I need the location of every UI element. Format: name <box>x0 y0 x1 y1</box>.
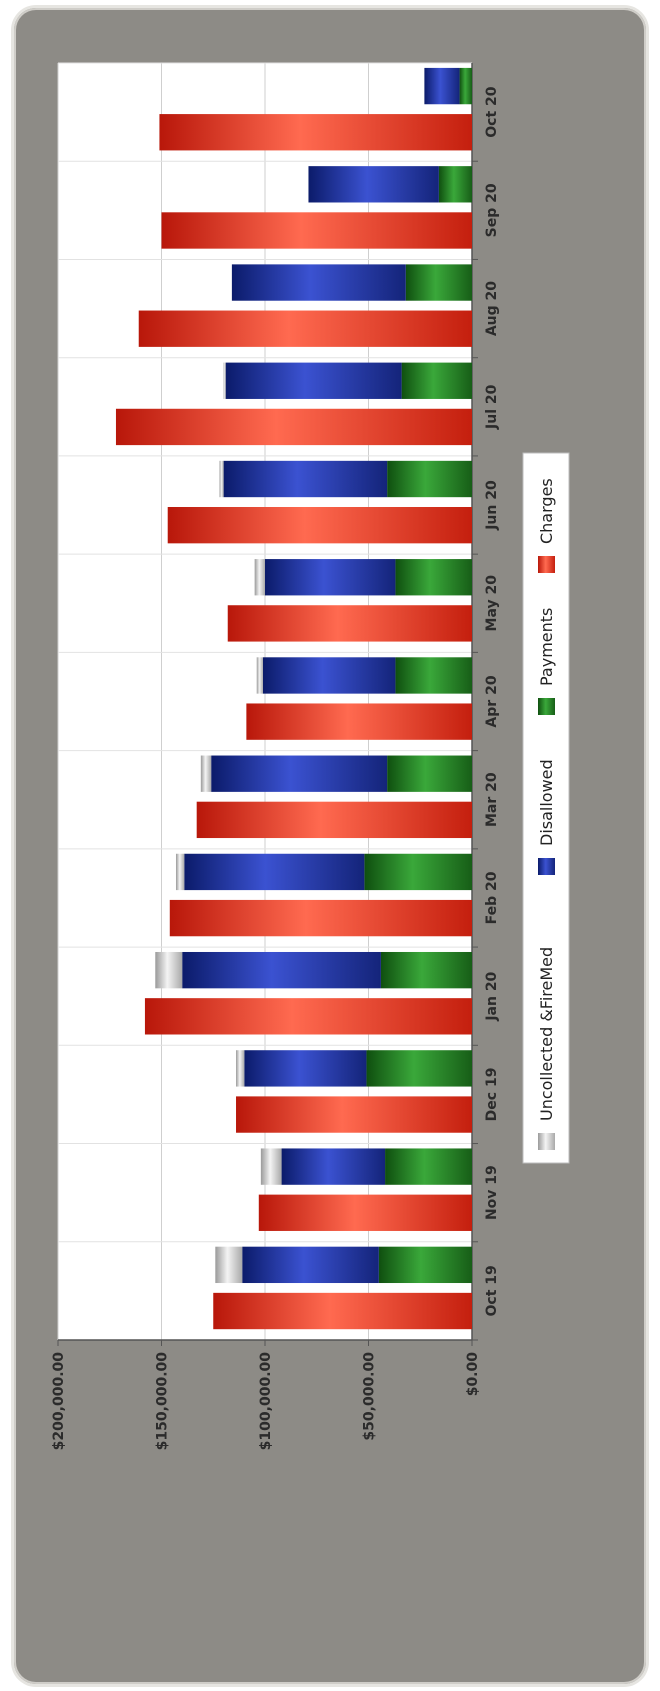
value-tick-label: $0.00 <box>465 1352 481 1397</box>
value-tick-label: $100,000.00 <box>258 1352 274 1451</box>
bar-payments <box>366 1050 472 1087</box>
legend-box <box>522 452 570 1164</box>
bar-charges <box>258 1194 472 1231</box>
category-tick-label: Aug 20 <box>484 281 500 336</box>
bar-uncollected-firemed <box>236 1050 245 1087</box>
bar-payments <box>387 755 472 792</box>
bar-charges <box>167 507 472 544</box>
legend-label-disallowed: Disallowed <box>537 759 556 846</box>
bar-payments <box>385 1148 472 1185</box>
bar-disallowed <box>424 67 460 105</box>
value-tick-label: $200,000.00 <box>51 1352 67 1451</box>
bar-payments <box>459 67 472 105</box>
category-tick-label: Jul 20 <box>484 384 500 430</box>
bar-charges <box>213 1292 472 1330</box>
bar-disallowed <box>182 951 381 989</box>
bar-disallowed <box>281 1148 386 1185</box>
value-tick-label: $150,000.00 <box>155 1352 171 1451</box>
bar-charges <box>159 114 472 151</box>
value-tick-label: $50,000.00 <box>362 1352 378 1441</box>
category-tick-label: Nov 19 <box>484 1165 500 1220</box>
bar-payments <box>380 951 472 989</box>
bar-disallowed <box>244 1050 367 1087</box>
bar-disallowed <box>242 1246 379 1284</box>
bar-disallowed <box>225 362 402 399</box>
bar-uncollected-firemed <box>256 657 263 694</box>
category-tick-label: Dec 19 <box>484 1068 500 1122</box>
bar-charges <box>161 212 472 249</box>
legend-label-uncollected-firemed: Uncollected &FireMed <box>537 947 556 1121</box>
legend-swatch-payments <box>538 698 555 715</box>
bar-disallowed <box>211 755 388 792</box>
category-tick-label: Sep 20 <box>484 183 500 237</box>
category-tick-label: Oct 19 <box>484 1265 500 1316</box>
category-tick-label: Apr 20 <box>484 675 500 727</box>
bar-payments <box>405 264 472 301</box>
bar-disallowed <box>265 559 396 596</box>
bar-charges <box>169 899 472 937</box>
bar-payments <box>387 460 472 498</box>
value-tick-labels: $0.00 $50,000.00 $100,000.00 $150,000.00 $20… <box>51 1340 481 1450</box>
bar-payments <box>378 1246 472 1284</box>
bar-disallowed <box>184 853 365 891</box>
category-tick-label: Mar 20 <box>484 772 500 827</box>
bar-charges <box>236 1096 472 1133</box>
bar-uncollected-firemed <box>200 755 212 792</box>
bar-payments <box>364 853 472 891</box>
bar-disallowed <box>231 264 406 301</box>
bar-payments <box>395 559 472 596</box>
bar-uncollected-firemed <box>215 1246 243 1284</box>
bar-payments <box>401 362 472 399</box>
bar-charges <box>144 998 472 1035</box>
bar-disallowed <box>308 166 439 203</box>
bar-charges <box>138 310 473 347</box>
bars-layer <box>115 67 473 1330</box>
bar-uncollected-firemed <box>219 460 224 498</box>
legend-swatch-uncollected-firemed <box>538 1133 555 1150</box>
legend-swatch-disallowed <box>538 858 555 875</box>
bar-uncollected-firemed <box>175 853 185 891</box>
bar-uncollected-firemed <box>260 1148 282 1185</box>
bar-payments <box>438 166 472 203</box>
category-tick-labels: Oct 19 Nov 19 Dec 19 Jan 20 Feb 20 Mar 20 Apr … <box>472 86 500 1341</box>
legend-label-charges: Charges <box>537 478 556 544</box>
category-tick-label: Oct 20 <box>484 86 500 138</box>
legend-swatch-charges <box>538 556 555 573</box>
category-tick-label: Jun 20 <box>484 480 500 531</box>
legend: Uncollected &FireMed Disallowed Payments Ch… <box>522 452 570 1164</box>
bar-uncollected-firemed <box>155 951 183 989</box>
bar-charges <box>227 605 472 642</box>
category-tick-label: Feb 20 <box>484 871 500 924</box>
bar-uncollected-firemed <box>254 559 265 596</box>
bar-charges <box>246 703 472 740</box>
category-tick-label: May 20 <box>484 575 500 632</box>
category-tick-label: Jan 20 <box>484 971 500 1021</box>
bar-disallowed <box>223 460 388 498</box>
bar-payments <box>395 657 472 694</box>
bar-disallowed <box>262 657 396 694</box>
bar-charges <box>196 801 472 839</box>
legend-label-payments: Payments <box>537 608 556 686</box>
bar-uncollected-firemed <box>223 362 226 399</box>
bar-charges <box>115 408 473 446</box>
